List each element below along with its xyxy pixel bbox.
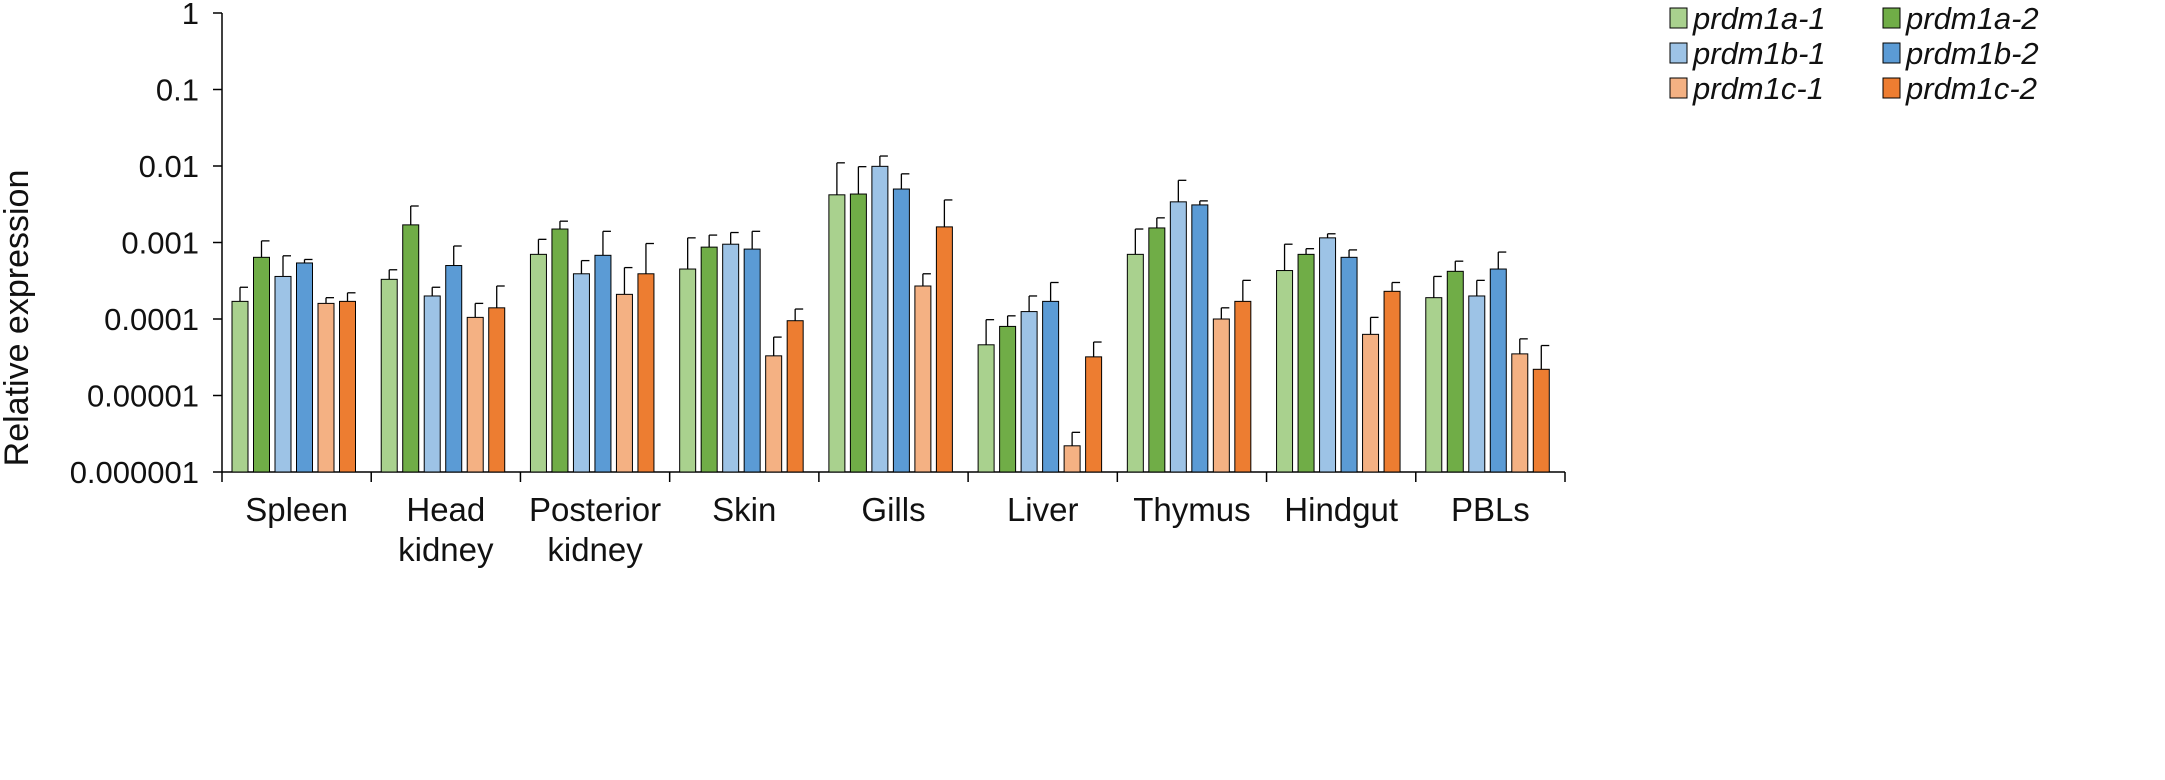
y-tick-label: 0.00001	[87, 379, 199, 414]
y-axis: 1 0.1 0.01 0.001 0.0001 0.00001 0.000001	[70, 0, 223, 490]
bar-prdm1b-1	[1319, 237, 1337, 473]
bar-prdm1a-1	[1425, 297, 1443, 473]
legend: prdm1a-1 prdm1a-2 prdm1b-1 prdm1b-2 prdm1c-1…	[1669, 1, 2039, 106]
bar-prdm1a-2	[551, 228, 569, 473]
y-tick-label: 0.01	[139, 149, 199, 184]
bar-prdm1b-2	[1489, 268, 1507, 473]
bar-prdm1b-2	[1340, 256, 1358, 473]
x-tick-label: PBLs	[1451, 491, 1530, 528]
bar-prdm1b-1	[572, 273, 590, 473]
bar-prdm1b-1	[722, 243, 740, 473]
bar-prdm1c-2	[1085, 356, 1103, 473]
bar-prdm1c-1	[615, 293, 633, 473]
bar-prdm1c-1	[914, 285, 932, 473]
y-tick-label: 0.001	[121, 226, 199, 261]
bar-prdm1b-2	[1191, 204, 1209, 473]
bar-prdm1c-1	[1362, 333, 1380, 473]
y-tick-label: 1	[182, 0, 199, 31]
x-tick-label: Thymus	[1133, 491, 1250, 528]
bar-prdm1c-1	[466, 316, 484, 473]
legend-swatch	[1669, 42, 1688, 64]
bar-prdm1b-1	[871, 165, 889, 473]
bar-prdm1a-2	[253, 256, 270, 473]
bar-prdm1a-2	[999, 325, 1017, 473]
x-tick-label: Hindgut	[1284, 491, 1398, 528]
bar-prdm1a-2	[1446, 270, 1464, 473]
bar-prdm1c-2	[1234, 300, 1252, 473]
bar-prdm1c-2	[1383, 290, 1401, 473]
legend-label: prdm1b-1	[1692, 36, 1826, 71]
bar-prdm1c-1	[317, 302, 335, 473]
legend-label: prdm1a-1	[1692, 1, 1826, 36]
bar-prdm1b-1	[1169, 201, 1187, 473]
y-tick-label: 0.0001	[104, 302, 199, 337]
bar-prdm1c-2	[488, 307, 506, 473]
bar-prdm1a-2	[402, 224, 420, 473]
legend-swatch	[1882, 7, 1901, 29]
bar-prdm1b-2	[743, 248, 761, 473]
legend-label: prdm1a-2	[1905, 1, 2039, 36]
bar-prdm1c-2	[1532, 368, 1550, 473]
bar-prdm1b-1	[274, 275, 292, 473]
bar-prdm1c-2	[339, 300, 356, 473]
bar-prdm1a-1	[231, 300, 249, 473]
legend-swatch	[1669, 7, 1688, 29]
bar-prdm1a-1	[380, 278, 398, 473]
bar-prdm1c-1	[1511, 353, 1529, 473]
bars	[231, 155, 1550, 473]
bar-prdm1b-2	[892, 188, 910, 473]
legend-label: prdm1c-2	[1905, 71, 2037, 106]
bar-prdm1a-1	[529, 253, 547, 473]
x-axis: Spleen Head kidney Posterior kidney Skin Gills…	[221, 471, 1566, 568]
legend-swatch	[1669, 77, 1688, 99]
bar-prdm1a-1	[1126, 253, 1144, 473]
x-tick-label: Gills	[861, 491, 925, 528]
bar-prdm1a-1	[679, 268, 697, 473]
bar-prdm1c-1	[1212, 318, 1230, 473]
bar-prdm1a-1	[977, 344, 995, 473]
legend-swatch	[1882, 77, 1901, 99]
legend-swatch	[1882, 42, 1901, 64]
y-tick-label: 0.000001	[70, 455, 199, 490]
bar-prdm1c-1	[1063, 445, 1081, 473]
bar-prdm1b-2	[594, 254, 612, 473]
bar-prdm1b-2	[445, 265, 463, 473]
bar-prdm1b-1	[1468, 295, 1486, 473]
bar-prdm1a-1	[828, 194, 846, 473]
bar-prdm1a-2	[700, 246, 718, 473]
legend-label: prdm1b-2	[1905, 36, 2039, 71]
x-tick-label: Skin	[712, 491, 776, 528]
bar-prdm1b-2	[296, 262, 313, 473]
bar-prdm1a-2	[1297, 253, 1315, 473]
bar-prdm1a-1	[1276, 270, 1294, 473]
bar-prdm1a-2	[1148, 227, 1166, 473]
bar-prdm1c-2	[935, 226, 953, 473]
bar-prdm1a-2	[849, 193, 867, 473]
bar-prdm1c-2	[637, 273, 655, 473]
x-tick-label: Liver	[1007, 491, 1079, 528]
x-tick-label: Spleen	[245, 491, 348, 528]
legend-label: prdm1c-1	[1692, 71, 1824, 106]
x-tick-label: Head kidney	[398, 491, 494, 568]
bar-prdm1b-2	[1042, 300, 1060, 473]
x-tick-label: Posterior kidney	[529, 491, 661, 568]
bar-prdm1b-1	[423, 295, 441, 473]
bar-prdm1c-1	[765, 355, 783, 473]
bar-prdm1c-2	[786, 320, 804, 473]
bar-prdm1b-1	[1020, 311, 1038, 473]
y-axis-label: Relative expression	[0, 170, 36, 467]
y-tick-label: 0.1	[156, 73, 199, 108]
